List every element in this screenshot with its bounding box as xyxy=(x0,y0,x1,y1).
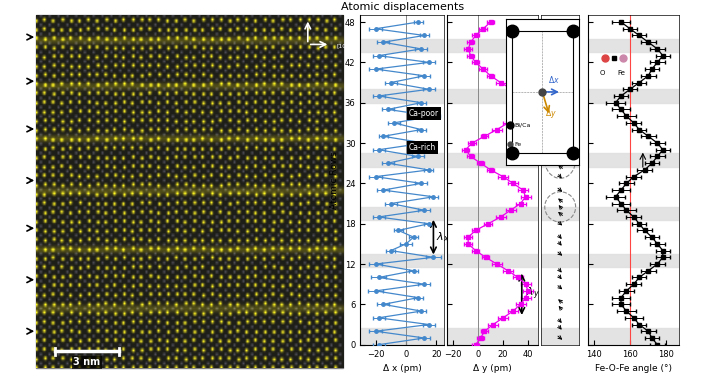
Text: $\lambda_x$: $\lambda_x$ xyxy=(437,230,450,244)
Text: [100]: [100] xyxy=(336,44,353,49)
Text: Ca-poor: Ca-poor xyxy=(409,109,439,118)
Bar xyxy=(360,328,444,345)
Bar xyxy=(447,153,538,167)
Bar xyxy=(360,39,444,52)
Text: $\Delta y$: $\Delta y$ xyxy=(545,107,557,120)
Bar xyxy=(360,207,444,220)
Bar xyxy=(447,39,538,52)
Bar xyxy=(447,89,538,103)
Bar xyxy=(541,254,579,267)
Bar xyxy=(588,89,679,103)
Bar xyxy=(360,254,444,267)
Bar xyxy=(588,328,679,345)
Text: 80 μC/cm²: 80 μC/cm² xyxy=(544,96,580,103)
Bar xyxy=(541,89,579,103)
Text: $\Delta x$: $\Delta x$ xyxy=(548,74,561,85)
Bar xyxy=(588,207,679,220)
Bar xyxy=(541,153,579,167)
Text: Fe: Fe xyxy=(617,70,625,76)
Text: 8 μC/cm²: 8 μC/cm² xyxy=(544,136,575,143)
Bar xyxy=(541,328,579,345)
Text: 3 nm: 3 nm xyxy=(74,357,100,367)
Bar xyxy=(447,328,538,345)
Bar xyxy=(588,254,679,267)
Text: [001]: [001] xyxy=(304,0,309,11)
FancyBboxPatch shape xyxy=(36,15,343,368)
Text: O: O xyxy=(599,70,604,76)
Title: Atomic displacements: Atomic displacements xyxy=(341,2,464,12)
X-axis label: Δ y (pm): Δ y (pm) xyxy=(473,364,512,373)
Bar xyxy=(447,254,538,267)
Bar xyxy=(588,153,679,167)
Text: Fe: Fe xyxy=(515,142,522,147)
Bar xyxy=(360,89,444,103)
Y-axis label: Atomic Rows: Atomic Rows xyxy=(331,151,339,209)
Bar xyxy=(360,153,444,167)
X-axis label: Δ x (pm): Δ x (pm) xyxy=(383,364,422,373)
X-axis label: Fe-O-Fe angle (°): Fe-O-Fe angle (°) xyxy=(596,364,672,373)
Text: $\lambda_y$: $\lambda_y$ xyxy=(526,286,539,303)
Bar xyxy=(541,207,579,220)
Bar xyxy=(588,39,679,52)
Bar xyxy=(541,39,579,52)
Text: Bi/Ca: Bi/Ca xyxy=(515,123,531,128)
Text: Ca-rich: Ca-rich xyxy=(409,143,436,152)
Bar xyxy=(447,207,538,220)
